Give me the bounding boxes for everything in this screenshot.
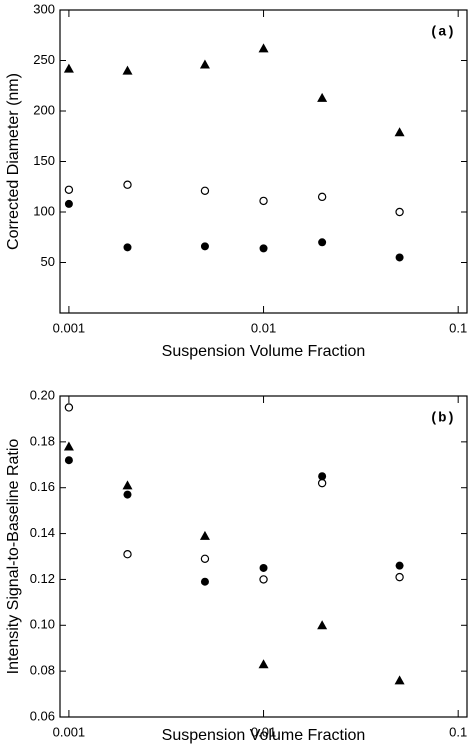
y-tick-label: 300 (33, 1, 55, 16)
filled-circle-point (200, 242, 209, 251)
open-circle-point (64, 403, 74, 412)
x-tick-label: 0.1 (449, 320, 467, 335)
open-circle-point (395, 572, 404, 582)
x-tick-label: 0.001 (53, 724, 86, 739)
y-tick-label: 0.06 (30, 708, 55, 723)
y-tick-label: 150 (33, 153, 55, 168)
open-circle-point (64, 185, 74, 194)
x-tick-label: 0.1 (449, 724, 467, 739)
triangle-point (394, 127, 405, 137)
panel-annotation: (a) (430, 25, 455, 41)
triangle-point (63, 63, 74, 73)
triangle-point (63, 441, 74, 451)
y-tick-label: 0.18 (30, 433, 55, 448)
x-tick-label: 0.001 (53, 320, 86, 335)
filled-circle-point (259, 244, 268, 253)
triangle-point (258, 43, 269, 53)
y-tick-label: 0.20 (30, 387, 55, 402)
filled-circle-point (395, 561, 404, 570)
y-tick-label: 100 (33, 203, 55, 218)
filled-circle-point (123, 490, 132, 499)
y-tick-label: 200 (33, 102, 55, 117)
open-circle-point (317, 478, 327, 488)
y-tick-label: 0.14 (30, 525, 55, 540)
y-tick-label: 250 (33, 52, 55, 67)
filled-circle-point (318, 238, 327, 247)
plot-frame (59, 395, 468, 718)
x-axis-label: Suspension Volume Fraction (162, 343, 366, 360)
y-tick-label: 0.16 (30, 479, 55, 494)
open-circle-point (259, 196, 268, 206)
y-axis-label: Intensity Signal-to-Baseline Ratio (5, 439, 22, 675)
triangle-point (394, 675, 405, 685)
filled-circle-point (395, 253, 404, 262)
triangle-point (122, 480, 133, 490)
filled-circle-point (123, 243, 132, 252)
triangle-point (258, 659, 269, 669)
filled-circle-point (259, 563, 268, 572)
open-circle-point (200, 554, 210, 563)
panel-annotation: (b) (430, 411, 455, 427)
filled-circle-point (64, 199, 73, 208)
y-axis-label: Corrected Diameter (nm) (5, 73, 22, 250)
open-circle-point (123, 550, 132, 559)
x-tick-label: 0.01 (251, 724, 276, 739)
open-circle-point (317, 192, 327, 202)
open-circle-point (200, 186, 210, 195)
triangle-point (122, 65, 133, 75)
filled-circle-point (64, 456, 73, 465)
triangle-point (317, 620, 328, 630)
x-axis-label: Suspension Volume Fraction (162, 727, 366, 744)
y-tick-label: 0.12 (30, 571, 55, 586)
triangle-point (199, 59, 210, 69)
y-tick-label: 50 (41, 254, 55, 269)
plot-frame (59, 9, 468, 314)
open-circle-point (123, 180, 132, 189)
x-tick-label: 0.01 (251, 320, 276, 335)
triangle-point (317, 92, 328, 102)
filled-circle-point (318, 472, 327, 481)
y-tick-label: 0.10 (30, 617, 55, 632)
y-tick-label: 0.08 (30, 663, 55, 678)
triangle-point (199, 530, 210, 540)
filled-circle-point (200, 577, 209, 586)
open-circle-point (259, 575, 268, 584)
open-circle-point (395, 207, 404, 217)
